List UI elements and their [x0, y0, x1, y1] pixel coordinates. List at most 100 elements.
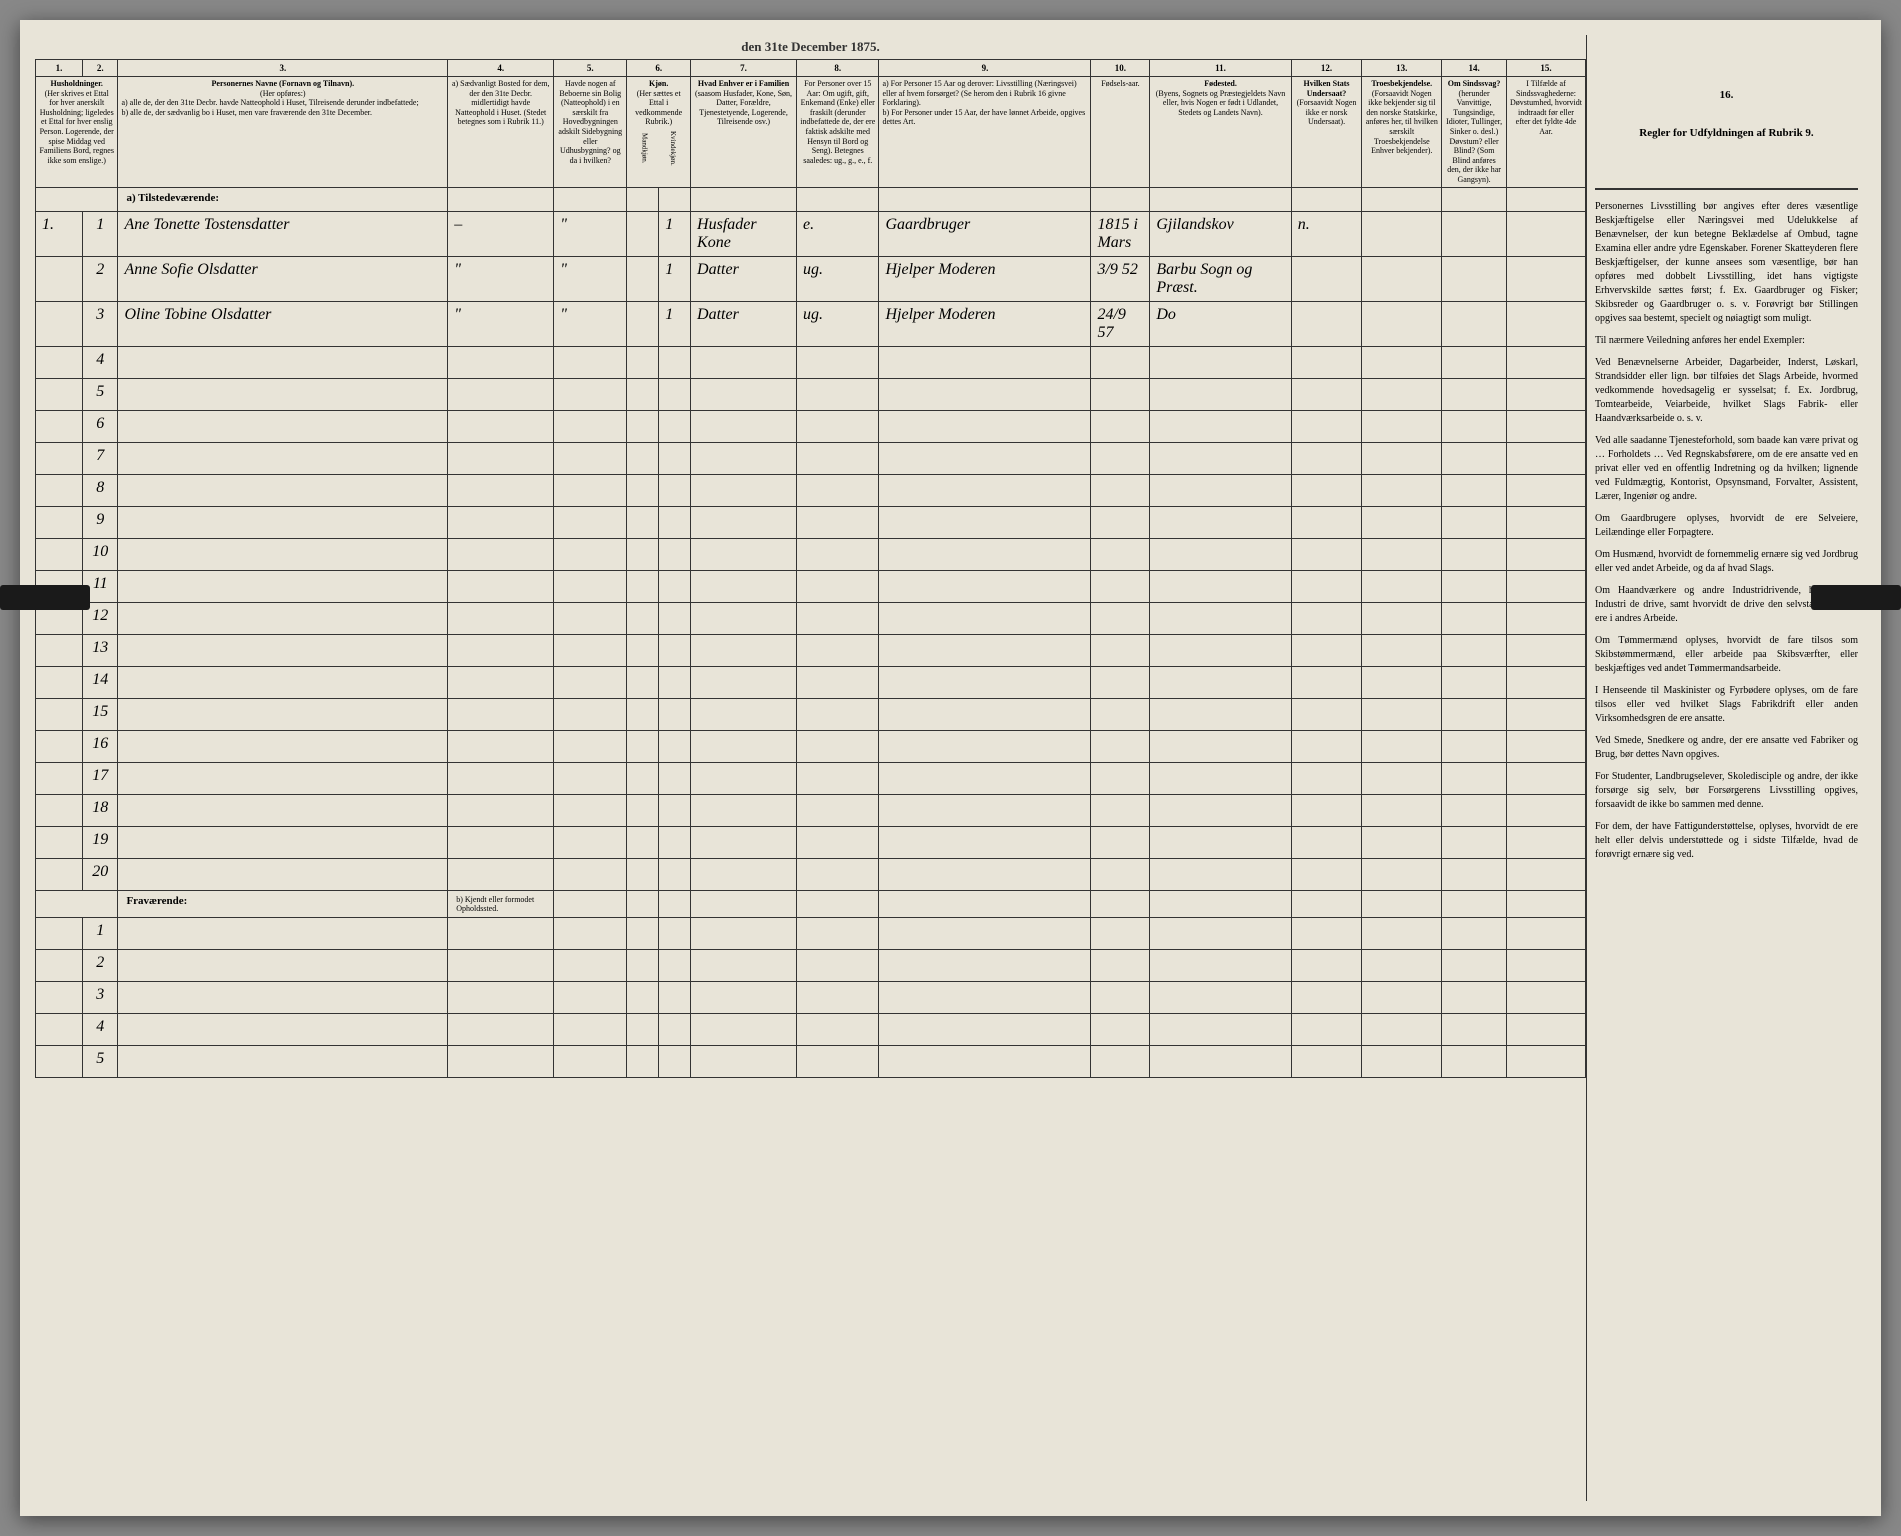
cell-col14 [1442, 256, 1507, 301]
table-row: 1. 1 Ane Tonette Tostensdatter – " 1 Hus… [36, 211, 1586, 256]
cell-col5: " [554, 211, 627, 256]
table-row: 4 [36, 1013, 1586, 1045]
h12-sub: (Forsaavidt Nogen ikke er norsk Undersaa… [1297, 98, 1357, 126]
column-number-row: 1. 2. 3. 4. 5. 6. 7. 8. 9. 10. 11. 12. 1… [36, 60, 1586, 77]
h11-sub: (Byens, Sognets og Præstegjeldets Navn e… [1156, 89, 1286, 117]
cell-rownum: 1 [83, 917, 118, 949]
table-row: 5 [36, 1045, 1586, 1077]
rules-sidebar: 16. Regler for Udfyldningen af Rubrik 9.… [1586, 35, 1866, 1501]
col-4-num: 4. [448, 60, 554, 77]
col-5-num: 5. [554, 60, 627, 77]
cell-family: Datter [691, 301, 797, 346]
cell-household [36, 301, 83, 346]
cell-col4: – [448, 211, 554, 256]
col-10-num: 10. [1091, 60, 1150, 77]
header-1: Husholdninger. (Her skrives et Ettal for… [36, 77, 118, 188]
cell-rownum: 1 [83, 211, 118, 256]
table-row: 6 [36, 410, 1586, 442]
cell-name: Ane Tonette Tostensdatter [118, 211, 448, 256]
h14-sub: (herunder Vanvittige, Tungsindige, Idiot… [1446, 89, 1502, 184]
cell-family: Husfader Kone [691, 211, 797, 256]
sidebar-p8: Om Tømmermænd oplyses, hvorvidt de fare … [1595, 634, 1858, 676]
cell-rownum: 19 [83, 826, 118, 858]
cell-rownum: 9 [83, 506, 118, 538]
h3-sub: (Her opføres:) [121, 89, 444, 99]
cell-rownum: 18 [83, 794, 118, 826]
table-row: 17 [36, 762, 1586, 794]
cell-birth: 1815 i Mars [1091, 211, 1150, 256]
table-row: 18 [36, 794, 1586, 826]
sidebar-p10: Ved Smede, Snedkere og andre, der ere an… [1595, 734, 1858, 762]
h14-title: Om Sindssvag? [1448, 79, 1501, 88]
header-8: For Personer over 15 Aar: Om ugift, gift… [797, 77, 879, 188]
header-6: Kjøn. (Her sættes et Ettal i vedkommende… [627, 77, 691, 188]
h13-title: Troesbekjendelse. [1371, 79, 1432, 88]
h6-title: Kjøn. [649, 79, 668, 88]
cell-birth: 24/9 57 [1091, 301, 1150, 346]
h9-a: a) For Personer 15 Aar og derover: Livss… [882, 79, 1087, 108]
col-6-num: 6. [627, 60, 691, 77]
cell-col13 [1362, 211, 1442, 256]
cell-rownum: 16 [83, 730, 118, 762]
cell-rownum: 13 [83, 634, 118, 666]
cell-name: Oline Tobine Olsdatter [118, 301, 448, 346]
header-3: Personernes Navne (Fornavn og Tilnavn). … [118, 77, 448, 188]
cell-birthplace: Barbu Sogn og Præst. [1150, 256, 1291, 301]
cell-sex-m [627, 256, 659, 301]
table-row: 14 [36, 666, 1586, 698]
table-row: 10 [36, 538, 1586, 570]
header-12: Hvilken Stats Undersaat? (Forsaavidt Nog… [1291, 77, 1362, 188]
header-7: Hvad Enhver er i Familien (saasom Husfad… [691, 77, 797, 188]
cell-sex-m [627, 301, 659, 346]
sidebar-header: 16. Regler for Udfyldningen af Rubrik 9. [1595, 45, 1858, 190]
h7-sub: (saasom Husfader, Kone, Søn, Datter, For… [695, 89, 792, 127]
cell-occupation: Hjelper Moderen [879, 301, 1091, 346]
h6-sub: (Her sættes et Ettal i vedkommende Rubri… [635, 89, 682, 127]
section-present: a) Tilstedeværende: [118, 187, 448, 211]
table-row: 3 [36, 981, 1586, 1013]
cell-col13 [1362, 301, 1442, 346]
cell-birthplace: Do [1150, 301, 1291, 346]
cell-col14 [1442, 301, 1507, 346]
h3-title: Personernes Navne (Fornavn og Tilnavn). [212, 79, 355, 88]
table-row: 12 [36, 602, 1586, 634]
sidebar-p4: Ved alle saadanne Tjenesteforhold, som b… [1595, 434, 1858, 504]
table-row: 11 [36, 570, 1586, 602]
cell-status: ug. [797, 256, 879, 301]
col-7-num: 7. [691, 60, 797, 77]
cell-col4: " [448, 301, 554, 346]
col-9-num: 9. [879, 60, 1091, 77]
cell-household: 1. [36, 211, 83, 256]
sidebar-p3: Ved Benævnelserne Arbeider, Dagarbeider,… [1595, 356, 1858, 426]
cell-col5: " [554, 301, 627, 346]
h13-sub: (Forsaavidt Nogen ikke bekjender sig til… [1366, 89, 1438, 156]
binder-clip-right [1811, 585, 1901, 610]
table-row: 13 [36, 634, 1586, 666]
table-row: 15 [36, 698, 1586, 730]
table-row: 8 [36, 474, 1586, 506]
cell-col5: " [554, 256, 627, 301]
cell-birthplace: Gjilandskov [1150, 211, 1291, 256]
h9-b: b) For Personer under 15 Aar, der have l… [882, 108, 1087, 127]
cell-rownum: 7 [83, 442, 118, 474]
cell-status: ug. [797, 301, 879, 346]
h6b: Kvindekjøn. [669, 131, 677, 166]
sidebar-p11: For Studenter, Landbrugselever, Skoledis… [1595, 770, 1858, 812]
header-9: a) For Personer 15 Aar og derover: Livss… [879, 77, 1091, 188]
col-16-num: 16. [1600, 85, 1853, 106]
table-row: 19 [36, 826, 1586, 858]
cell-birth: 3/9 52 [1091, 256, 1150, 301]
sidebar-p6: Om Husmænd, hvorvidt de fornemmelig ernæ… [1595, 548, 1858, 576]
col-13-num: 13. [1362, 60, 1442, 77]
cell-rownum: 2 [83, 256, 118, 301]
sidebar-p5: Om Gaardbrugere oplyses, hvorvidt de ere… [1595, 512, 1858, 540]
header-10: Fødsels-aar. [1091, 77, 1150, 188]
table-row: 4 [36, 346, 1586, 378]
table-row: 9 [36, 506, 1586, 538]
cell-rownum: 2 [83, 949, 118, 981]
cell-col15 [1506, 301, 1585, 346]
cell-sex-f: 1 [659, 301, 691, 346]
column-header-row: Husholdninger. (Her skrives et Ettal for… [36, 77, 1586, 188]
cell-rownum: 6 [83, 410, 118, 442]
cell-rownum: 8 [83, 474, 118, 506]
